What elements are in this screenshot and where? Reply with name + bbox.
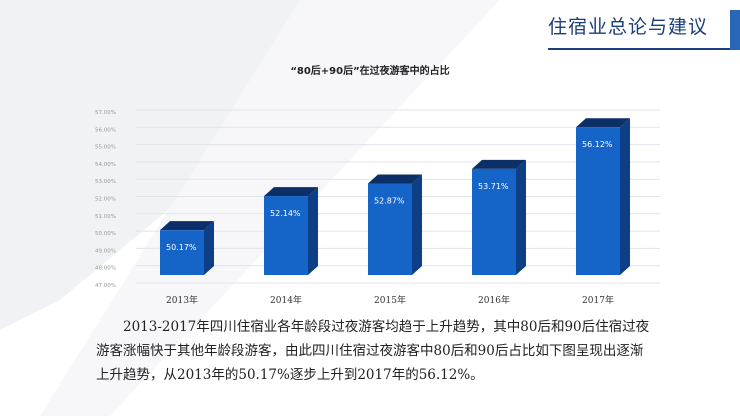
bar-value-label: 56.12% bbox=[582, 140, 613, 149]
y-tick-label: 52.00% bbox=[95, 197, 116, 203]
bar-side bbox=[204, 221, 214, 275]
bar bbox=[368, 183, 412, 275]
bar-value-label: 52.87% bbox=[374, 196, 405, 205]
x-tick-label: 2013年 bbox=[166, 294, 198, 306]
bar-value-label: 50.17% bbox=[166, 243, 197, 252]
y-tick-label: 48.00% bbox=[95, 266, 116, 272]
y-tick-label: 50.00% bbox=[95, 231, 116, 237]
x-tick-label: 2015年 bbox=[374, 294, 406, 306]
bar bbox=[264, 196, 308, 275]
bar-top bbox=[160, 221, 214, 231]
bar-top bbox=[576, 118, 630, 128]
x-tick-label: 2016年 bbox=[478, 294, 510, 306]
bar bbox=[160, 230, 204, 275]
y-tick-label: 47.00% bbox=[95, 283, 116, 289]
bar-top bbox=[264, 187, 318, 197]
bar bbox=[576, 127, 620, 275]
bar-side bbox=[308, 187, 318, 275]
title-underline bbox=[548, 48, 740, 50]
x-tick-label: 2017年 bbox=[582, 294, 614, 306]
bar-side bbox=[412, 174, 422, 275]
y-tick-label: 55.00% bbox=[95, 145, 116, 151]
y-tick-label: 53.00% bbox=[95, 179, 116, 185]
bar-side bbox=[620, 118, 630, 275]
bar-value-label: 53.71% bbox=[478, 182, 509, 191]
y-tick-label: 56.00% bbox=[95, 127, 116, 133]
bar-side bbox=[516, 159, 526, 275]
bar-top bbox=[368, 174, 422, 184]
x-tick-label: 2014年 bbox=[270, 294, 302, 306]
bar bbox=[472, 168, 516, 275]
y-tick-label: 51.00% bbox=[95, 214, 116, 220]
y-tick-label: 57.00% bbox=[95, 110, 116, 116]
y-tick-label: 54.00% bbox=[95, 162, 116, 168]
caption-text: 2013-2017年四川住宿业各年龄段过夜游客均趋于上升趋势，其中80后和90后… bbox=[96, 319, 650, 383]
y-tick-label: 49.00% bbox=[95, 248, 116, 254]
page-title: 住宿业总论与建议 bbox=[548, 16, 709, 38]
bar-value-label: 52.14% bbox=[270, 209, 301, 218]
bar-top bbox=[472, 159, 526, 169]
title-accent-bar bbox=[730, 10, 740, 50]
chart-title: “80后+90后”在过夜游客中的占比 bbox=[290, 66, 450, 77]
